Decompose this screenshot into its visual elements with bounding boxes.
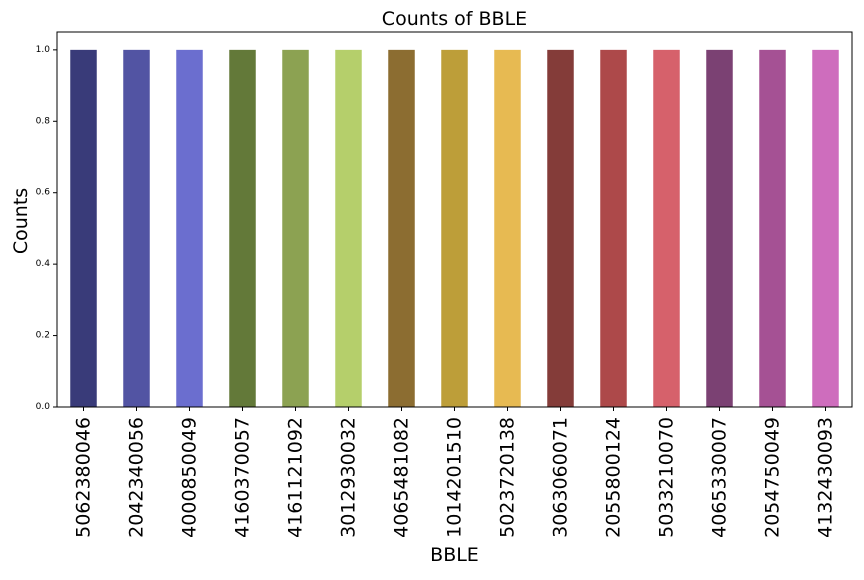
x-tick-label: 4000850049 [179,417,201,538]
x-tick-label: 3012930032 [338,417,360,538]
x-axis-label: BBLE [430,544,479,566]
x-tick-label: 4065330007 [709,417,731,538]
x-tick-label: 1014201510 [444,417,466,538]
y-tick-label: 0.0 [36,402,51,412]
x-tick-label: 4065481082 [391,417,413,538]
y-axis-ticks: 0.0 0.2 0.4 0.6 0.8 1.0 [36,45,57,412]
bar-3063060071 [547,49,574,408]
bar-2055800124 [600,49,627,408]
y-axis-label: Counts [10,188,32,254]
bar-4065481082 [388,49,415,408]
x-tick-label: 4132430093 [815,417,837,538]
x-tick-label: 2055800124 [603,417,625,538]
x-axis-ticks: 5062380046 2042340056 4000850049 4160370057… [73,407,837,538]
bar-1014201510 [441,49,468,408]
x-tick-label: 4161121092 [285,417,307,538]
y-tick-label: 0.4 [36,259,51,269]
bar-2042340056 [123,49,150,408]
y-tick-label: 0.6 [36,188,51,198]
bar-4160370057 [229,49,256,408]
bar-5023720138 [494,49,521,408]
x-tick-label: 5062380046 [73,417,95,538]
chart-title: Counts of BBLE [382,8,527,30]
x-tick-label: 5023720138 [497,417,519,538]
y-tick-label: 0.8 [36,116,51,126]
x-tick-label: 5033210070 [656,417,678,538]
bar-4132430093 [812,49,839,408]
bar-4000850049 [176,49,203,408]
y-tick-label: 1.0 [36,45,51,55]
x-tick-label: 3063060071 [550,417,572,538]
bar-4161121092 [282,49,309,408]
bar-5062380046 [70,49,97,408]
bar-2054750049 [759,49,786,408]
x-tick-label: 2042340056 [126,417,148,538]
y-tick-label: 0.2 [36,331,50,341]
bars-layer [70,49,839,408]
x-tick-label: 2054750049 [762,417,784,538]
bar-4065330007 [706,49,733,408]
bar-3012930032 [335,49,362,408]
bar-5033210070 [653,49,680,408]
x-tick-label: 4160370057 [232,417,254,538]
